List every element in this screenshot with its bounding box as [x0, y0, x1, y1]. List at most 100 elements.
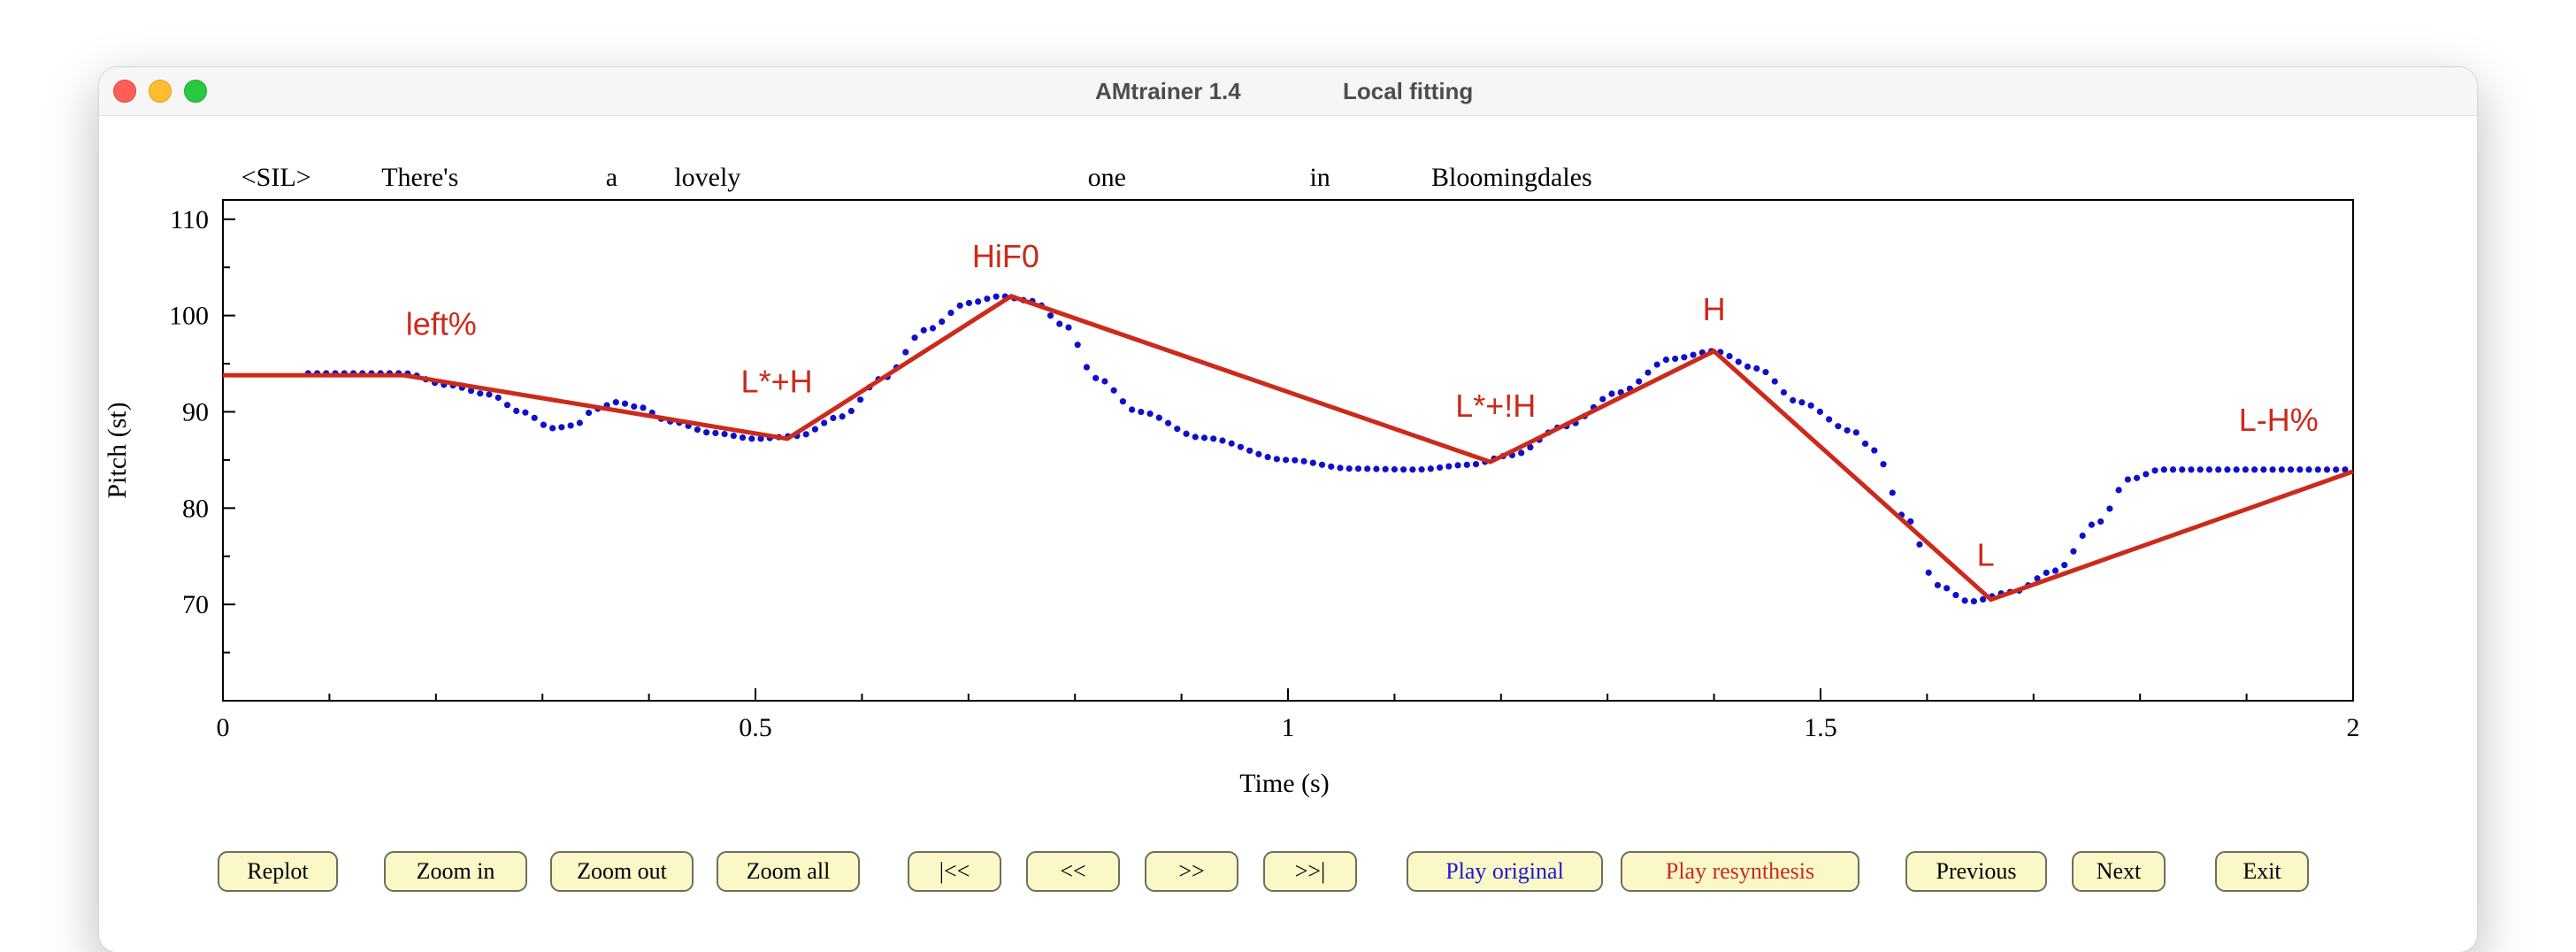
y-tick-label: 110	[170, 205, 209, 234]
pitch-point	[1762, 368, 1769, 376]
pitch-point	[2251, 466, 2258, 473]
tone-label: HiF0	[972, 238, 1039, 274]
pitch-point	[1780, 388, 1788, 396]
pitch-point	[1409, 466, 1416, 473]
pitch-point	[2043, 569, 2050, 576]
pitch-point	[1889, 489, 1896, 496]
pitch-point	[1944, 585, 1951, 592]
pitch-point	[965, 299, 973, 307]
pitch-point	[1726, 352, 1733, 360]
title-bar[interactable]: AMtrainer 1.4 Local fitting	[99, 67, 2477, 116]
pitch-point	[1046, 312, 1054, 319]
pitch-point	[567, 422, 574, 429]
pitch-point	[1790, 396, 1797, 404]
y-tick-label: 80	[182, 494, 209, 523]
pitch-point	[503, 402, 511, 409]
exit-button[interactable]: Exit	[2215, 851, 2309, 892]
pitch-point	[576, 419, 583, 426]
pitch-point	[2179, 466, 2186, 473]
zoom-out-button[interactable]: Zoom out	[550, 851, 694, 892]
pitch-point	[2305, 466, 2312, 473]
pitch-point	[1155, 414, 1162, 421]
pitch-point	[1074, 342, 1081, 349]
pitch-point	[1798, 399, 1806, 406]
word-label: There's	[381, 163, 458, 192]
pitch-point	[477, 390, 484, 397]
x-tick-label: 0	[217, 713, 230, 742]
x-axis-label: Time (s)	[1239, 769, 1329, 798]
pitch-point	[821, 419, 828, 426]
pitch-point	[939, 318, 946, 326]
minimize-window-button[interactable]	[149, 80, 172, 103]
pitch-point	[1183, 430, 1190, 437]
pitch-point	[1146, 411, 1154, 418]
pitch-point	[811, 426, 819, 433]
pitch-point	[748, 435, 755, 442]
pitch-point	[1961, 597, 1968, 604]
pitch-point	[1861, 440, 1869, 448]
close-window-button[interactable]	[113, 80, 136, 103]
app-title: AMtrainer 1.4	[1095, 78, 1241, 104]
zoom-window-button[interactable]	[184, 80, 207, 103]
zoom-all-button[interactable]: Zoom all	[717, 851, 860, 892]
step-back-button[interactable]: <<	[1026, 851, 1120, 892]
pitch-point	[902, 349, 909, 356]
pitch-point	[1952, 591, 1959, 599]
pitch-point	[1816, 408, 1823, 415]
pitch-point	[1228, 440, 1235, 447]
pitch-point	[1237, 443, 1245, 450]
pitch-point	[920, 326, 927, 334]
step-forward-button[interactable]: >>	[1145, 851, 1238, 892]
play-original-button[interactable]: Play original	[1407, 851, 1603, 892]
y-tick-label: 100	[169, 302, 209, 331]
pitch-point	[2097, 518, 2104, 526]
pitch-point	[513, 407, 520, 414]
pitch-point	[2188, 466, 2195, 473]
pitch-point	[2079, 532, 2086, 540]
pitch-point	[1382, 465, 1389, 472]
pitch-point	[1129, 406, 1136, 413]
pitch-point	[1445, 463, 1453, 470]
tone-label: L*+H	[741, 364, 813, 400]
pitch-point	[1753, 365, 1760, 372]
y-tick-label: 70	[182, 590, 209, 619]
tone-label: L*+!H	[1455, 388, 1536, 424]
y-tick-label: 90	[182, 397, 209, 426]
pitch-point	[522, 409, 529, 416]
pitch-point	[1925, 569, 1932, 576]
pitch-point	[631, 403, 638, 411]
pitch-point	[2242, 466, 2249, 473]
pitch-point	[2296, 466, 2304, 473]
pitch-point	[1065, 324, 1072, 331]
play-resynthesis-button[interactable]: Play resynthesis	[1621, 851, 1859, 892]
go-start-button[interactable]: |<<	[908, 851, 1001, 892]
zoom-in-button[interactable]: Zoom in	[384, 851, 527, 892]
pitch-point	[2034, 575, 2041, 582]
word-label: lovely	[674, 163, 740, 192]
pitch-point	[1826, 416, 1833, 423]
pitch-point	[1970, 598, 1977, 605]
pitch-point	[975, 298, 982, 305]
pitch-point	[1364, 465, 1371, 472]
x-tick-label: 2	[2347, 713, 2360, 742]
pitch-point	[2224, 466, 2231, 473]
pitch-point	[1219, 437, 1226, 444]
pitch-point	[2323, 466, 2331, 473]
pitch-point	[585, 410, 593, 417]
next-button[interactable]: Next	[2072, 851, 2166, 892]
pitch-contour-series	[304, 293, 2349, 605]
pitch-point	[911, 334, 918, 342]
pitch-point	[1083, 364, 1091, 371]
pitch-point	[531, 414, 538, 421]
pitch-point	[1880, 461, 1887, 468]
pitch-point	[1110, 387, 1117, 394]
go-end-button[interactable]: >>|	[1263, 851, 1357, 892]
pitch-point	[721, 430, 728, 438]
pitch-point	[739, 434, 747, 441]
pitch-point	[1200, 434, 1208, 441]
pitch-point	[1273, 456, 1280, 463]
pitch-plot[interactable]: 0 0.5 1 1.5 2 70 80 90 100 110 <SIL> There's a lovel…	[0, 0, 2576, 925]
pitch-point	[2233, 466, 2240, 473]
previous-button[interactable]: Previous	[1905, 851, 2047, 892]
replot-button[interactable]: Replot	[218, 851, 338, 892]
